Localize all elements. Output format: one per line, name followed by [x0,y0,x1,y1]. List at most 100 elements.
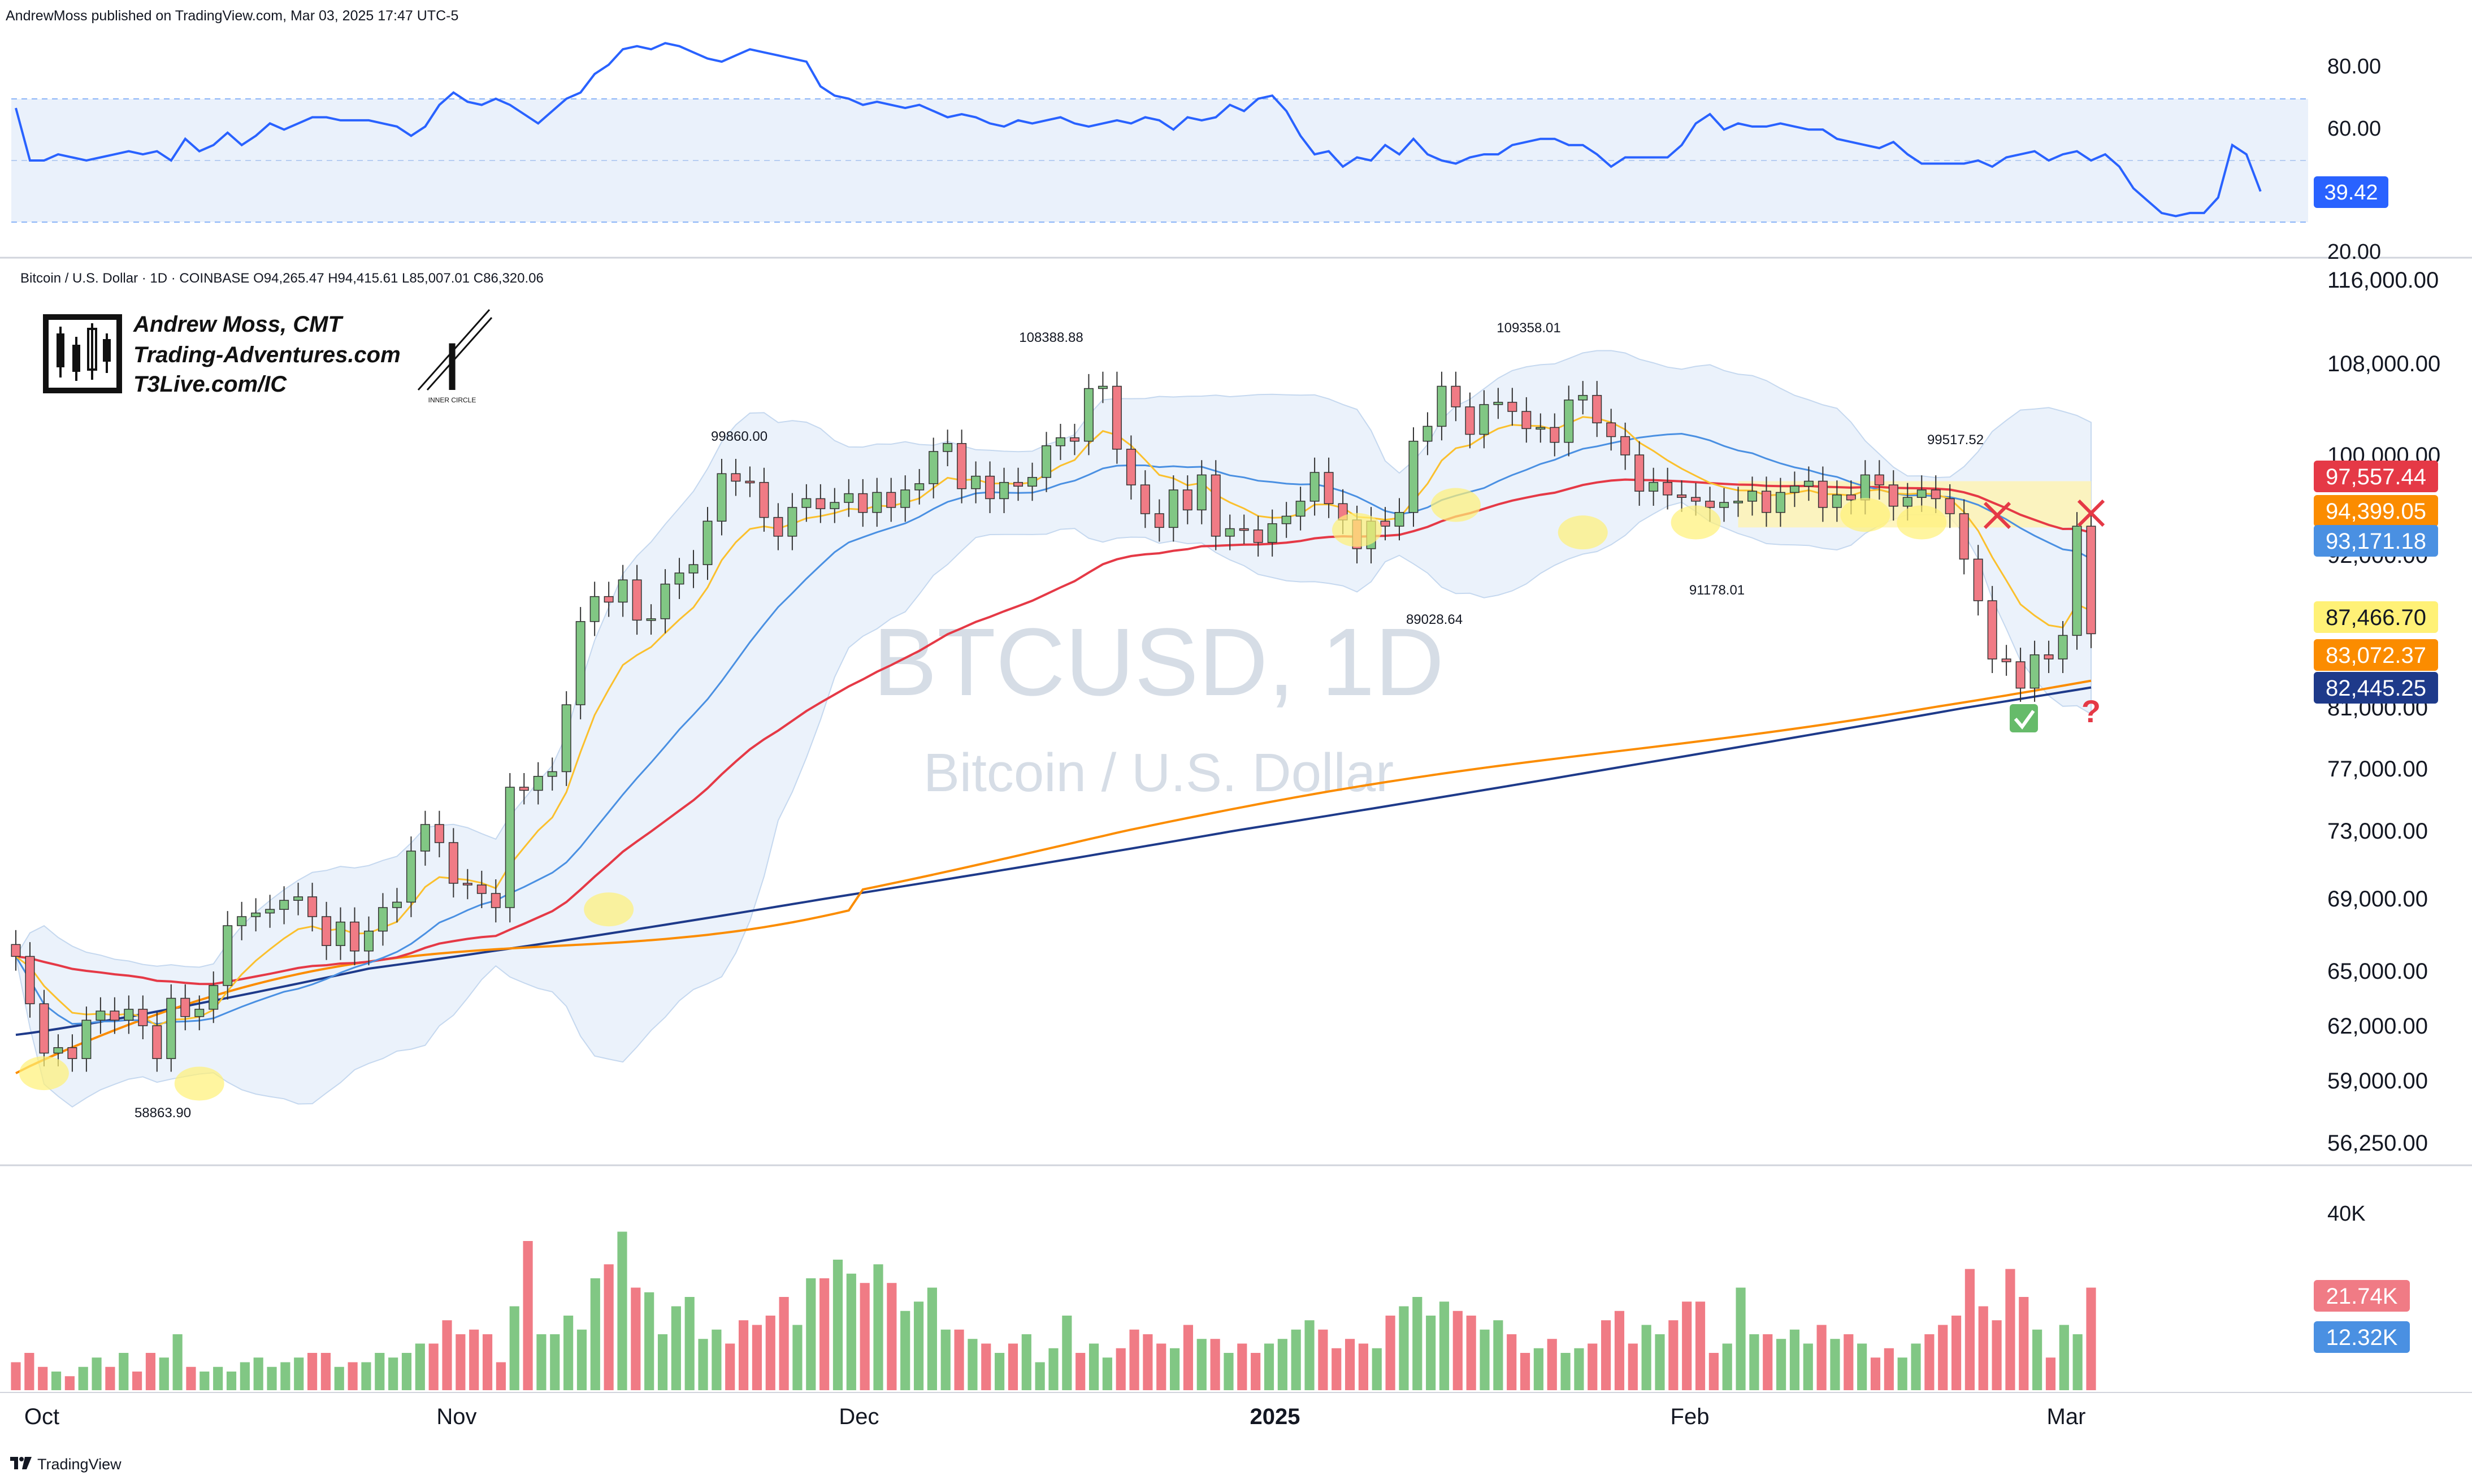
candle-body [816,498,826,509]
volume-bar [1655,1334,1665,1390]
brand-name: Andrew Moss, CMT [133,312,344,337]
volume-badge-label: 12.32K [2326,1325,2398,1350]
volume-bar [1708,1353,1719,1390]
price-panel[interactable]: Bitcoin / U.S. Dollar · 1D · COINBASE O9… [11,268,2440,1156]
candle-body [448,842,458,884]
volume-bar [456,1334,466,1390]
volume-bar [388,1357,398,1390]
price-badge-label: 87,466.70 [2326,605,2426,630]
volume-bar [819,1278,830,1390]
candle-body [1380,520,1390,527]
candle-body [985,475,995,500]
volume-bar [469,1329,479,1390]
candle-body [53,1047,63,1054]
candle-body [1987,600,1997,659]
candle-body [223,925,233,986]
candle-body [1550,427,1560,443]
rejection-cross-icon [1983,501,2011,530]
volume-bar [2086,1287,2096,1390]
candle-body [378,907,388,932]
candle-body [293,896,303,901]
volume-bar [1412,1297,1423,1390]
volume-bar [1601,1320,1611,1390]
candle-body [1154,513,1164,528]
candle-body [1620,436,1630,455]
volume-bar [1749,1334,1759,1390]
candle-body [1789,485,1799,493]
price-badge-label: 93,171.18 [2326,529,2426,554]
volume-bar [51,1372,62,1390]
volume-bar [644,1292,654,1390]
volume-badge-label: 21.74K [2326,1284,2398,1309]
volume-bar [2019,1297,2029,1390]
volume-bar [968,1339,978,1390]
volume-bar [765,1316,775,1390]
volume-bar [1722,1343,1732,1390]
volume-bar [1682,1301,1692,1390]
volume-bar [186,1366,196,1390]
candle-body [1295,501,1306,517]
volume-bar [563,1316,574,1390]
price-badge [2314,525,2438,557]
rsi-tick-60: 60.00 [2327,117,2381,141]
volume-bar [860,1283,870,1390]
volume-bar [590,1278,600,1390]
volume-bar [1224,1353,1234,1390]
candle-body [152,1025,162,1059]
candle-body [1168,489,1178,528]
candle-body [1451,385,1461,407]
price-extreme-label: 58863.90 [135,1105,191,1121]
candle-body [575,621,586,705]
volume-bar [11,1362,21,1390]
volume-bar [1129,1329,1139,1390]
volume-bar [1170,1348,1180,1390]
candle-body [2072,526,2082,636]
volume-bar [1533,1348,1543,1390]
price-badge-label: 82,445.25 [2326,676,2426,701]
volume-bar [1844,1334,1854,1390]
candle-body [1959,513,1969,560]
candle-body [81,1019,92,1059]
volume-bar [1830,1339,1840,1390]
volume-bar [550,1334,560,1390]
candle-body [844,493,854,503]
volume-bar [1547,1339,1557,1390]
candle-body [11,944,21,957]
candle-body [533,776,543,791]
candle-body [406,851,416,903]
candle-body [702,520,713,565]
branding-block: Andrew Moss, CMT Trading-Adventures.com … [43,309,493,405]
candle-body [1803,480,1814,487]
volume-bar [1870,1357,1881,1390]
chart-canvas[interactable]: 80.00 60.00 20.00 39.42 Bitcoin / U.S. D… [0,0,2472,1443]
candle-body [1818,480,1828,508]
price-extreme-label: 91178.01 [1689,583,1745,598]
volume-bar [1385,1316,1395,1390]
candle-body [265,909,275,914]
volume-bar [172,1334,183,1390]
candle-body [336,921,346,946]
candle-body [1832,494,1842,508]
rsi-panel[interactable]: 80.00 60.00 20.00 39.42 [11,42,2388,264]
candle-body [1677,494,1687,498]
volume-bar [1291,1329,1301,1390]
volume-panel[interactable]: 40K 21.74K 12.32K [11,1202,2410,1390]
candle-body [561,704,571,773]
volume-bar [631,1287,641,1390]
candle-body [929,451,939,484]
volume-bar [226,1372,237,1390]
volume-bar [1493,1320,1503,1390]
candle-body [39,1003,49,1054]
candle-body [717,473,727,522]
candle-body [858,493,868,513]
publisher-line: AndrewMoss published on TradingView.com,… [6,8,459,24]
candle-body [1606,422,1616,437]
price-tick-label: 59,000.00 [2327,1069,2428,1094]
price-tick-label: 65,000.00 [2327,959,2428,984]
volume-bar [1426,1316,1436,1390]
x-axis-label: Mar [2047,1404,2086,1429]
candle-body [900,489,910,508]
volume-bar [1641,1325,1651,1390]
volume-bar [2005,1269,2015,1390]
